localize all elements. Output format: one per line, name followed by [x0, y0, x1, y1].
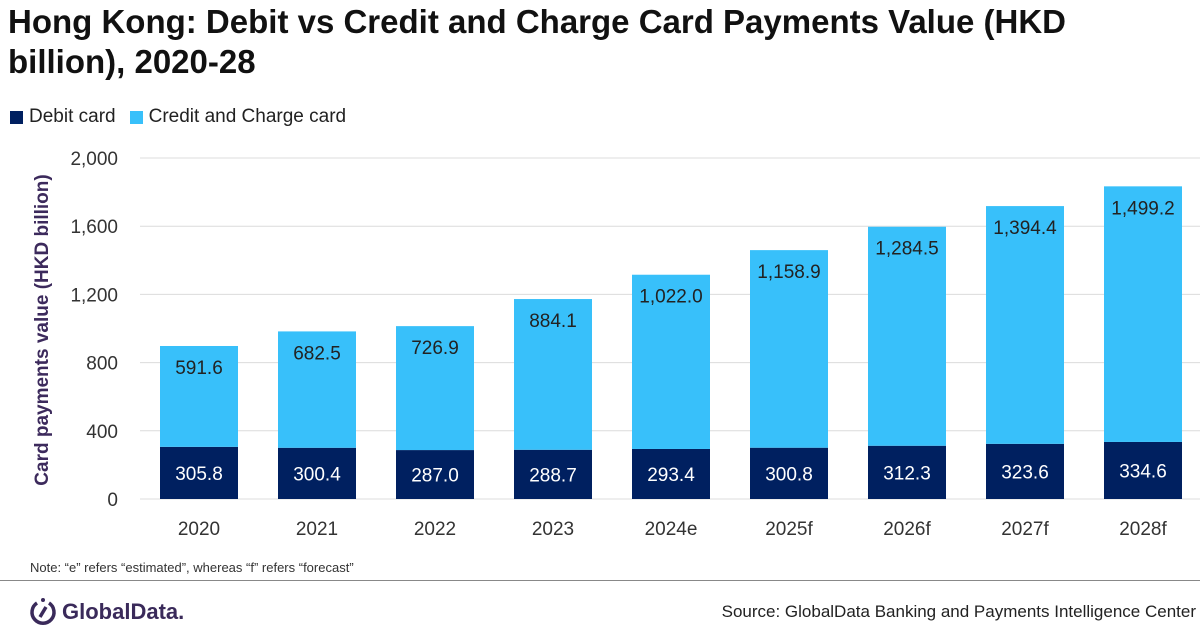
divider	[0, 580, 1200, 581]
bar-debit	[986, 443, 1064, 499]
data-label-debit: 300.4	[293, 464, 341, 485]
y-tick-label: 1,600	[70, 217, 118, 238]
bar-credit	[278, 331, 356, 448]
bar-credit	[868, 226, 946, 446]
y-axis-label: Card payments value (HKD billion)	[32, 174, 53, 485]
x-tick-label: 2023	[532, 519, 574, 540]
y-tick-label: 2,000	[70, 149, 118, 170]
data-label-debit: 305.8	[175, 464, 223, 485]
bar-credit	[750, 250, 828, 448]
chart-title: Hong Kong: Debit vs Credit and Charge Ca…	[8, 3, 1066, 80]
legend-label-debit: Debit card	[29, 106, 116, 127]
legend-label-credit: Credit and Charge card	[148, 106, 347, 127]
source-text: Source: GlobalData Banking and Payments …	[721, 602, 1196, 621]
y-tick-label: 800	[86, 354, 118, 375]
bar-credit	[514, 299, 592, 450]
bar-debit	[1104, 441, 1182, 499]
bar-debit	[632, 448, 710, 499]
legend-item-debit: Debit card	[10, 106, 116, 128]
bar-debit	[750, 447, 828, 499]
bar-debit	[396, 450, 474, 499]
bar-debit	[160, 446, 238, 499]
y-tick-label: 1,200	[70, 285, 118, 306]
data-label-credit: 1,394.4	[993, 218, 1057, 239]
x-tick-label: 2021	[296, 519, 338, 540]
data-label-debit: 288.7	[529, 465, 577, 486]
footnote: Note: “e” refers “estimated”, whereas “f…	[30, 560, 354, 575]
data-label-credit: 1,499.2	[1111, 198, 1174, 219]
data-label-credit: 1,022.0	[639, 287, 702, 308]
data-label-debit: 293.4	[647, 465, 695, 486]
bar-credit	[632, 274, 710, 449]
x-tick-label: 2026f	[883, 519, 931, 540]
y-tick-label: 400	[86, 422, 118, 443]
data-label-debit: 300.8	[765, 464, 813, 485]
bar-debit	[868, 445, 946, 499]
bar-credit	[986, 206, 1064, 444]
data-label-credit: 591.6	[175, 358, 223, 379]
data-label-debit: 287.0	[411, 466, 459, 487]
data-label-credit: 1,158.9	[757, 262, 820, 283]
data-label-debit: 312.3	[883, 463, 931, 484]
bar-debit	[514, 449, 592, 499]
x-tick-label: 2020	[178, 519, 220, 540]
data-label-debit: 323.6	[1001, 462, 1049, 483]
data-label-credit: 682.5	[293, 343, 341, 364]
legend-swatch-credit	[129, 110, 143, 124]
chart-area: 0 400 800 1,200 1,600 2,000 Card payments valu…	[32, 149, 1200, 540]
y-tick-label: 0	[107, 490, 118, 511]
data-label-credit: 1,284.5	[875, 239, 938, 260]
data-label-credit: 884.1	[529, 311, 577, 332]
data-label-credit: 726.9	[411, 338, 459, 359]
globaldata-logo-text: GlobalData.	[62, 599, 185, 624]
legend: Debit card Credit and Charge card	[10, 106, 346, 128]
x-tick-label: 2028f	[1119, 519, 1167, 540]
legend-swatch-debit	[10, 110, 23, 124]
bar-credit	[396, 326, 474, 451]
legend-item-credit: Credit and Charge card	[129, 106, 347, 128]
globaldata-logo-icon	[30, 598, 56, 625]
x-tick-label: 2027f	[1001, 519, 1049, 540]
bar-credit	[1104, 186, 1182, 442]
bar-debit	[278, 447, 356, 499]
data-label-debit: 334.6	[1119, 461, 1167, 482]
globaldata-logo: GlobalData.	[28, 597, 184, 627]
x-tick-label: 2024e	[645, 519, 698, 540]
bar-credit	[160, 345, 238, 447]
x-tick-label: 2025f	[765, 519, 813, 540]
x-tick-label: 2022	[414, 519, 456, 540]
